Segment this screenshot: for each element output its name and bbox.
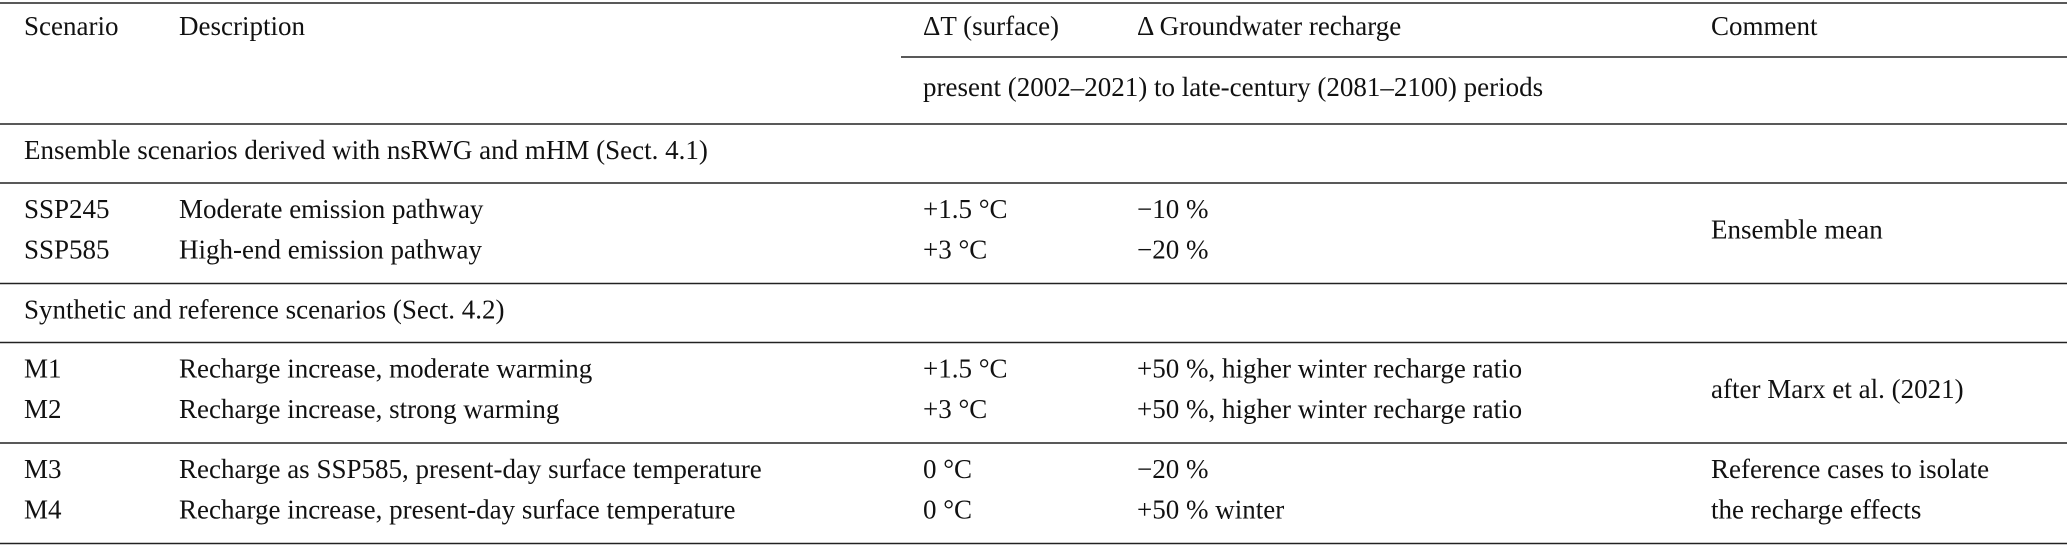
cell: Recharge increase, strong warming [179, 394, 559, 424]
cell: −10 % [1137, 194, 1208, 224]
cell: M2 [24, 394, 62, 424]
cell: M3 [24, 454, 62, 484]
comment: Reference cases to isolate [1711, 454, 1989, 484]
cell: +3 °C [923, 394, 987, 424]
cell: M4 [24, 495, 62, 525]
header-cell: Δ Groundwater recharge [1137, 11, 1401, 41]
cell: −20 % [1137, 235, 1208, 265]
section-title: Synthetic and reference scenarios (Sect.… [24, 295, 505, 325]
cell: M1 [24, 354, 62, 384]
cell: +3 °C [923, 235, 987, 265]
comment: after Marx et al. (2021) [1711, 374, 1964, 404]
cell: +50 %, higher winter recharge ratio [1137, 394, 1522, 424]
header-cell: Comment [1711, 11, 1818, 41]
cell: +50 %, higher winter recharge ratio [1137, 354, 1522, 384]
header-cell: Description [179, 11, 305, 41]
section-title: Ensemble scenarios derived with nsRWG an… [24, 135, 708, 165]
cell: Recharge increase, moderate warming [179, 354, 592, 384]
comment: Ensemble mean [1711, 214, 1883, 244]
cell: −20 % [1137, 454, 1208, 484]
cell: Recharge increase, present-day surface t… [179, 495, 735, 525]
cell: +50 % winter [1137, 495, 1284, 525]
subheader: present (2002–2021) to late-century (208… [923, 72, 1543, 102]
cell: Recharge as SSP585, present-day surface … [179, 454, 762, 484]
cell: +1.5 °C [923, 194, 1008, 224]
comment: the recharge effects [1711, 495, 1921, 525]
cell: High-end emission pathway [179, 235, 482, 265]
cell: +1.5 °C [923, 354, 1008, 384]
header-cell: Scenario [24, 11, 118, 41]
cell: Moderate emission pathway [179, 194, 484, 224]
cell: SSP245 [24, 194, 110, 224]
header-cell: ΔT (surface) [923, 11, 1059, 41]
cell: 0 °C [923, 495, 972, 525]
cell: 0 °C [923, 454, 972, 484]
cell: SSP585 [24, 235, 110, 265]
